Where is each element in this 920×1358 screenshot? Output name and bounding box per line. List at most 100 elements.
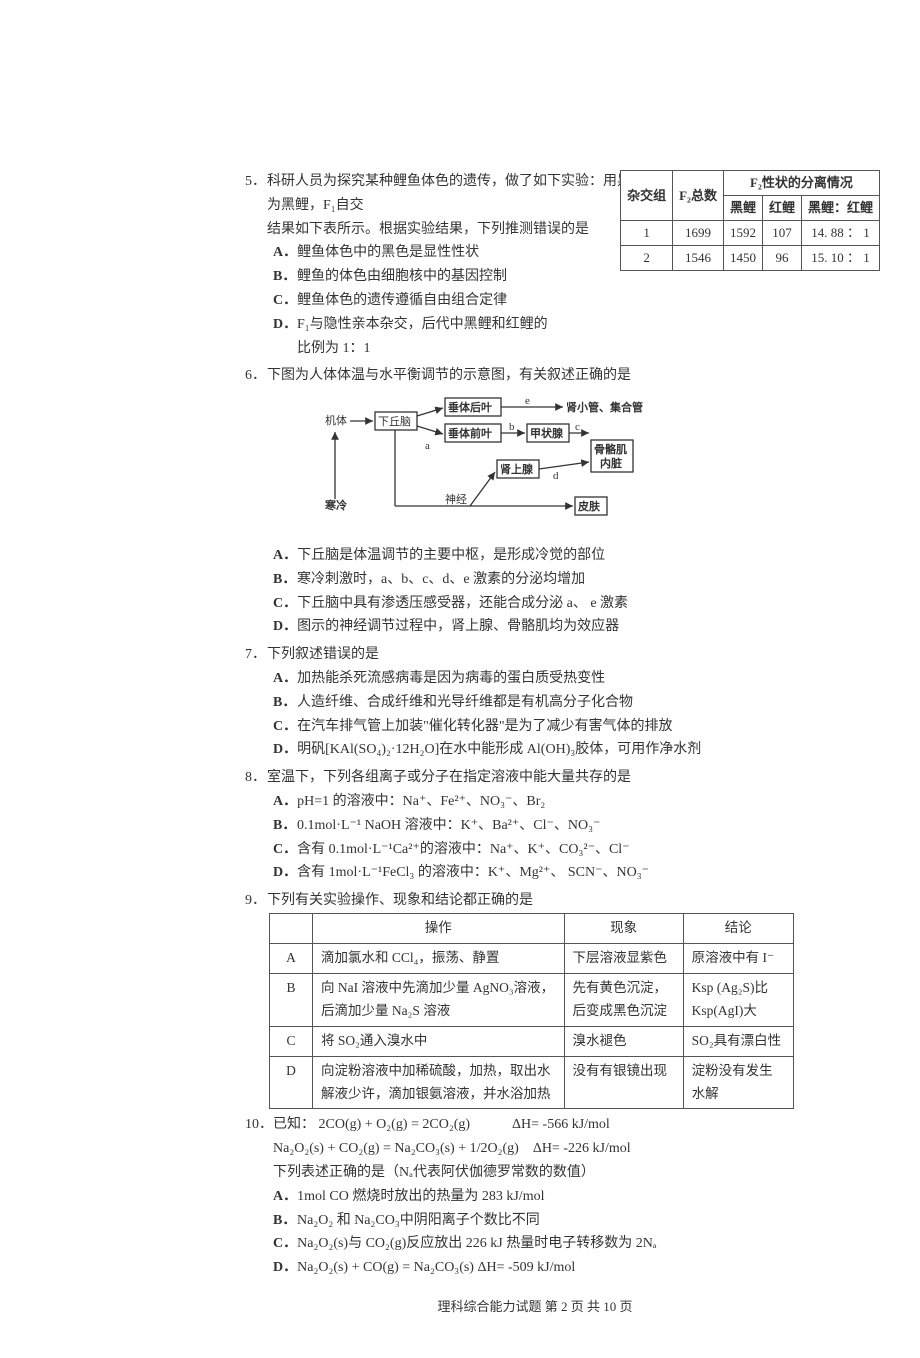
q8-options: A．pH=1 的溶液中：Na⁺、Fe²⁺、NO₃⁻、Br₂ B．0.1mol·L… bbox=[245, 790, 825, 885]
svg-text:垂体前叶: 垂体前叶 bbox=[448, 426, 492, 440]
opt-letter: A． bbox=[273, 790, 297, 814]
q10-opt-a: 1mol CO 燃烧时放出的热量为 283 kJ/mol bbox=[297, 1185, 544, 1209]
question-10: 10． 已知： 2CO(g) + O₂(g) = 2CO₂(g) ΔH= -56… bbox=[245, 1113, 825, 1280]
question-9: 9． 下列有关实验操作、现象和结论都正确的是 操作 现象 结论 A 滴加氯水和 … bbox=[245, 889, 825, 1109]
q10-opt-b: Na₂O₂ 和 Na₂CO₃中阴阳离子个数比不同 bbox=[297, 1209, 540, 1233]
svg-text:甲状腺: 甲状腺 bbox=[530, 426, 564, 440]
q10-line1: 已知： 2CO(g) + O₂(g) = 2CO₂(g) ΔH= -566 kJ… bbox=[273, 1113, 610, 1137]
q7-opt-a: 加热能杀死流感病毒是因为病毒的蛋白质受热变性 bbox=[297, 667, 605, 691]
table-row: 1 1699 1592 107 14. 88 ： 1 bbox=[621, 221, 880, 246]
q7-number: 7． bbox=[245, 643, 267, 667]
q 10-number: 10． bbox=[245, 1113, 273, 1137]
q5-opt-a: 鲤鱼体色中的黑色是显性性状 bbox=[297, 241, 479, 265]
q5-data-table: 杂交组 F₂总数 F₂性状的分离情况 黑鲤 红鲤 黑鲤：红鲤 1 1699 15… bbox=[620, 170, 880, 271]
q6-opt-b: 寒冷刺激时，a、b、c、d、e 激素的分泌均增加 bbox=[297, 568, 585, 592]
svg-text:肾上腺: 肾上腺 bbox=[500, 462, 534, 476]
q5-th-group: 杂交组 bbox=[621, 171, 673, 221]
question-7: 7． 下列叙述错误的是 A．加热能杀死流感病毒是因为病毒的蛋白质受热变性 B．人… bbox=[245, 643, 825, 762]
q6-stem: 下图为人体体温与水平衡调节的示意图，有关叙述正确的是 bbox=[267, 364, 631, 388]
svg-text:肾小管、集合管: 肾小管、集合管 bbox=[566, 400, 643, 414]
q10-line2: Na₂O₂(s) + CO₂(g) = Na₂CO₃(s) + 1/2O₂(g)… bbox=[245, 1137, 825, 1161]
q5-opt-d: F₁与隐性亲本杂交，后代中黑鲤和红鲤的比例为 1：1 bbox=[297, 313, 553, 361]
q7-stem: 下列叙述错误的是 bbox=[267, 643, 379, 667]
q8-opt-d: 含有 1mol·L⁻¹FeCl₃ 的溶液中：K⁺、Mg²⁺、 SCN⁻、NO₃⁻ bbox=[297, 861, 649, 885]
opt-letter: C． bbox=[273, 715, 297, 739]
svg-text:e: e bbox=[525, 395, 530, 407]
svg-text:a: a bbox=[425, 440, 430, 452]
svg-text:机体: 机体 bbox=[325, 413, 347, 427]
question-5: 5． 科研人员为探究某种鲤鱼体色的遗传，做了如下实验：用黑色鲤鱼和红色鲤鱼杂交，… bbox=[245, 170, 825, 360]
opt-letter: B． bbox=[273, 568, 297, 592]
q7-opt-b: 人造纤维、合成纤维和光导纤维都是有机高分子化合物 bbox=[297, 691, 633, 715]
opt-letter: D． bbox=[273, 738, 297, 762]
table-row: 2 1546 1450 96 15. 10 ： 1 bbox=[621, 246, 880, 271]
q9-th-cn: 结论 bbox=[683, 913, 793, 943]
q10-options: A．1mol CO 燃烧时放出的热量为 283 kJ/mol B．Na₂O₂ 和… bbox=[245, 1185, 825, 1280]
opt-letter: B． bbox=[273, 691, 297, 715]
q5-th-black: 黑鲤 bbox=[723, 196, 762, 221]
q7-opt-d: 明矾[KAl(SO₄)₂·12H₂O]在水中能形成 Al(OH)₃胶体，可用作净… bbox=[297, 738, 701, 762]
opt-letter: D． bbox=[273, 615, 297, 639]
q5-th-f2: F₂性状的分离情况 bbox=[723, 171, 879, 196]
opt-letter: A． bbox=[273, 667, 297, 691]
q5-th-total: F₂总数 bbox=[673, 171, 724, 221]
page-footer: 理科综合能力试题 第 2 页 共 10 页 bbox=[245, 1296, 825, 1318]
table-row: D 向淀粉溶液中加稀硫酸，加热，取出水解液少许，滴加银氨溶液，并水浴加热 没有有… bbox=[270, 1056, 794, 1109]
opt-letter: D． bbox=[273, 861, 297, 885]
opt-letter: C． bbox=[273, 838, 297, 862]
question-8: 8． 室温下，下列各组离子或分子在指定溶液中能大量共存的是 A．pH=1 的溶液… bbox=[245, 766, 825, 885]
opt-letter: A． bbox=[273, 1185, 297, 1209]
q6-opt-c: 下丘脑中具有渗透压感受器，还能合成分泌 a、 e 激素 bbox=[297, 592, 628, 616]
opt-letter: C． bbox=[273, 1232, 297, 1256]
table-row: C 将 SO₂通入溴水中 溴水褪色 SO₂具有漂白性 bbox=[270, 1026, 794, 1056]
q5-number: 5． bbox=[245, 170, 267, 194]
opt-letter: C． bbox=[273, 289, 297, 313]
opt-letter: A． bbox=[273, 241, 297, 265]
q5-stem-line2: 结果如下表所示。根据实验结果，下列推测错误的是 bbox=[267, 222, 589, 237]
opt-letter: C． bbox=[273, 592, 297, 616]
q10-opt-c: Na₂O₂(s)与 CO₂(g)反应放出 226 kJ 热量时电子转移数为 2N… bbox=[297, 1232, 657, 1256]
svg-text:内脏: 内脏 bbox=[600, 456, 622, 470]
svg-text:下丘脑: 下丘脑 bbox=[378, 415, 411, 428]
opt-letter: D． bbox=[273, 313, 297, 337]
q6-options: A．下丘脑是体温调节的主要中枢，是形成冷觉的部位 B．寒冷刺激时，a、b、c、d… bbox=[245, 544, 825, 639]
svg-text:b: b bbox=[509, 421, 515, 433]
q9-stem: 下列有关实验操作、现象和结论都正确的是 bbox=[267, 889, 533, 913]
q8-stem: 室温下，下列各组离子或分子在指定溶液中能大量共存的是 bbox=[267, 766, 631, 790]
q8-opt-c: 含有 0.1mol·L⁻¹Ca²⁺的溶液中：Na⁺、K⁺、CO₃²⁻、Cl⁻ bbox=[297, 838, 629, 862]
svg-text:寒冷: 寒冷 bbox=[325, 498, 347, 512]
svg-text:d: d bbox=[553, 470, 559, 482]
q5-opt-b: 鲤鱼的体色由细胞核中的基因控制 bbox=[297, 265, 507, 289]
svg-text:皮肤: 皮肤 bbox=[577, 499, 601, 513]
q5-th-ratio: 黑鲤：红鲤 bbox=[801, 196, 879, 221]
q7-options: A．加热能杀死流感病毒是因为病毒的蛋白质受热变性 B．人造纤维、合成纤维和光导纤… bbox=[245, 667, 825, 762]
opt-letter: B． bbox=[273, 265, 297, 289]
table-row: B 向 NaI 溶液中先滴加少量 AgNO₃溶液，后滴加少量 Na₂S 溶液 先… bbox=[270, 973, 794, 1026]
svg-text:垂体后叶: 垂体后叶 bbox=[448, 400, 492, 414]
q8-number: 8． bbox=[245, 766, 267, 790]
q10-opt-d: Na₂O₂(s) + CO(g) = Na₂CO₃(s) ΔH= -509 kJ… bbox=[297, 1256, 575, 1280]
svg-text:c: c bbox=[575, 421, 580, 433]
q9-th-ph: 现象 bbox=[564, 913, 683, 943]
q10-line3: 下列表述正确的是（Nₐ代表阿伏伽德罗常数的数值） bbox=[245, 1161, 825, 1185]
svg-text:神经: 神经 bbox=[445, 492, 467, 506]
q8-opt-a: pH=1 的溶液中：Na⁺、Fe²⁺、NO₃⁻、Br₂ bbox=[297, 790, 545, 814]
q5-th-red: 红鲤 bbox=[762, 196, 801, 221]
q9-th-op: 操作 bbox=[313, 913, 565, 943]
opt-letter: B． bbox=[273, 1209, 297, 1233]
opt-letter: A． bbox=[273, 544, 297, 568]
q6-opt-a: 下丘脑是体温调节的主要中枢，是形成冷觉的部位 bbox=[297, 544, 605, 568]
q6-flowchart: .bx{fill:none;stroke:#333;stroke-width:1… bbox=[325, 394, 655, 529]
q8-opt-b: 0.1mol·L⁻¹ NaOH 溶液中：K⁺、Ba²⁺、Cl⁻、NO₃⁻ bbox=[297, 814, 600, 838]
q5-opt-c: 鲤鱼体色的遗传遵循自由组合定律 bbox=[297, 289, 507, 313]
exam-page: 5． 科研人员为探究某种鲤鱼体色的遗传，做了如下实验：用黑色鲤鱼和红色鲤鱼杂交，… bbox=[0, 0, 920, 1358]
svg-text:骨骼肌: 骨骼肌 bbox=[594, 442, 627, 456]
question-6: 6． 下图为人体体温与水平衡调节的示意图，有关叙述正确的是 .bx{fill:n… bbox=[245, 364, 825, 639]
q6-number: 6． bbox=[245, 364, 267, 388]
q9-experiment-table: 操作 现象 结论 A 滴加氯水和 CCl₄，振荡、静置 下层溶液显紫色 原溶液中… bbox=[269, 913, 794, 1110]
q5-options: A．鲤鱼体色中的黑色是显性性状 B．鲤鱼的体色由细胞核中的基因控制 C．鲤鱼体色… bbox=[245, 241, 553, 360]
q9-number: 9． bbox=[245, 889, 267, 913]
table-row: A 滴加氯水和 CCl₄，振荡、静置 下层溶液显紫色 原溶液中有 I⁻ bbox=[270, 943, 794, 973]
q6-opt-d: 图示的神经调节过程中，肾上腺、骨骼肌均为效应器 bbox=[297, 615, 619, 639]
opt-letter: B． bbox=[273, 814, 297, 838]
